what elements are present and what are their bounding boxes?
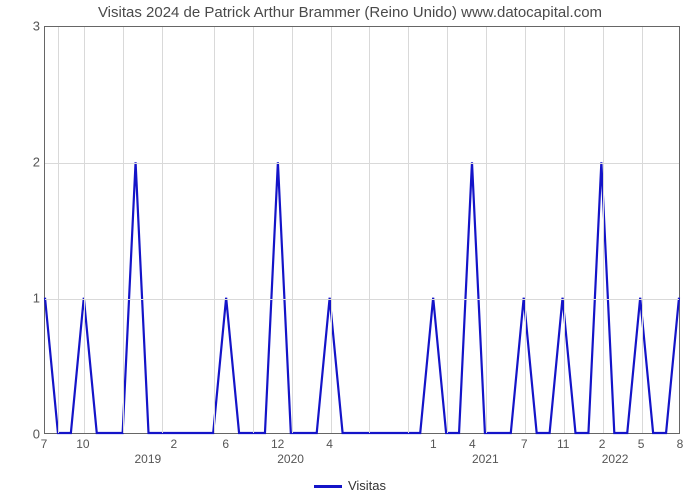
legend-swatch (314, 485, 342, 488)
x-tick-label: 11 (557, 437, 569, 451)
chart-container: Visitas 2024 de Patrick Arthur Brammer (… (0, 0, 700, 500)
y-tick-label: 3 (10, 19, 40, 34)
plot-area (44, 26, 680, 434)
x-tick-label: 5 (638, 437, 645, 451)
x-tick-label: 1 (430, 437, 437, 451)
gridline-vertical (123, 27, 124, 433)
x-tick-label: 7 (41, 437, 48, 451)
x-tick-label: 7 (521, 437, 528, 451)
y-tick-label: 1 (10, 291, 40, 306)
x-tick-label: 10 (76, 437, 89, 451)
chart-title: Visitas 2024 de Patrick Arthur Brammer (… (0, 4, 700, 21)
gridline-vertical (162, 27, 163, 433)
y-tick-label: 0 (10, 427, 40, 442)
legend: Visitas (0, 478, 700, 493)
gridline-vertical (58, 27, 59, 433)
x-tick-label: 2 (599, 437, 606, 451)
x-year-label: 2022 (602, 452, 629, 466)
gridline-vertical (486, 27, 487, 433)
gridline-vertical (564, 27, 565, 433)
gridline-vertical (369, 27, 370, 433)
y-tick-label: 2 (10, 155, 40, 170)
gridline-vertical (447, 27, 448, 433)
gridline-horizontal (45, 299, 679, 300)
gridline-horizontal (45, 163, 679, 164)
line-series (45, 27, 679, 433)
gridline-vertical (525, 27, 526, 433)
gridline-vertical (408, 27, 409, 433)
legend-label: Visitas (348, 478, 386, 493)
x-tick-label: 6 (222, 437, 229, 451)
gridline-vertical (214, 27, 215, 433)
x-tick-label: 4 (469, 437, 476, 451)
x-year-label: 2019 (134, 452, 161, 466)
x-year-label: 2020 (277, 452, 304, 466)
gridline-vertical (84, 27, 85, 433)
series-line (45, 162, 679, 433)
gridline-vertical (292, 27, 293, 433)
x-tick-label: 4 (326, 437, 333, 451)
x-year-label: 2021 (472, 452, 499, 466)
gridline-vertical (603, 27, 604, 433)
gridline-vertical (253, 27, 254, 433)
gridline-vertical (642, 27, 643, 433)
gridline-vertical (331, 27, 332, 433)
x-tick-label: 12 (271, 437, 284, 451)
x-tick-label: 8 (677, 437, 684, 451)
x-tick-label: 2 (170, 437, 177, 451)
